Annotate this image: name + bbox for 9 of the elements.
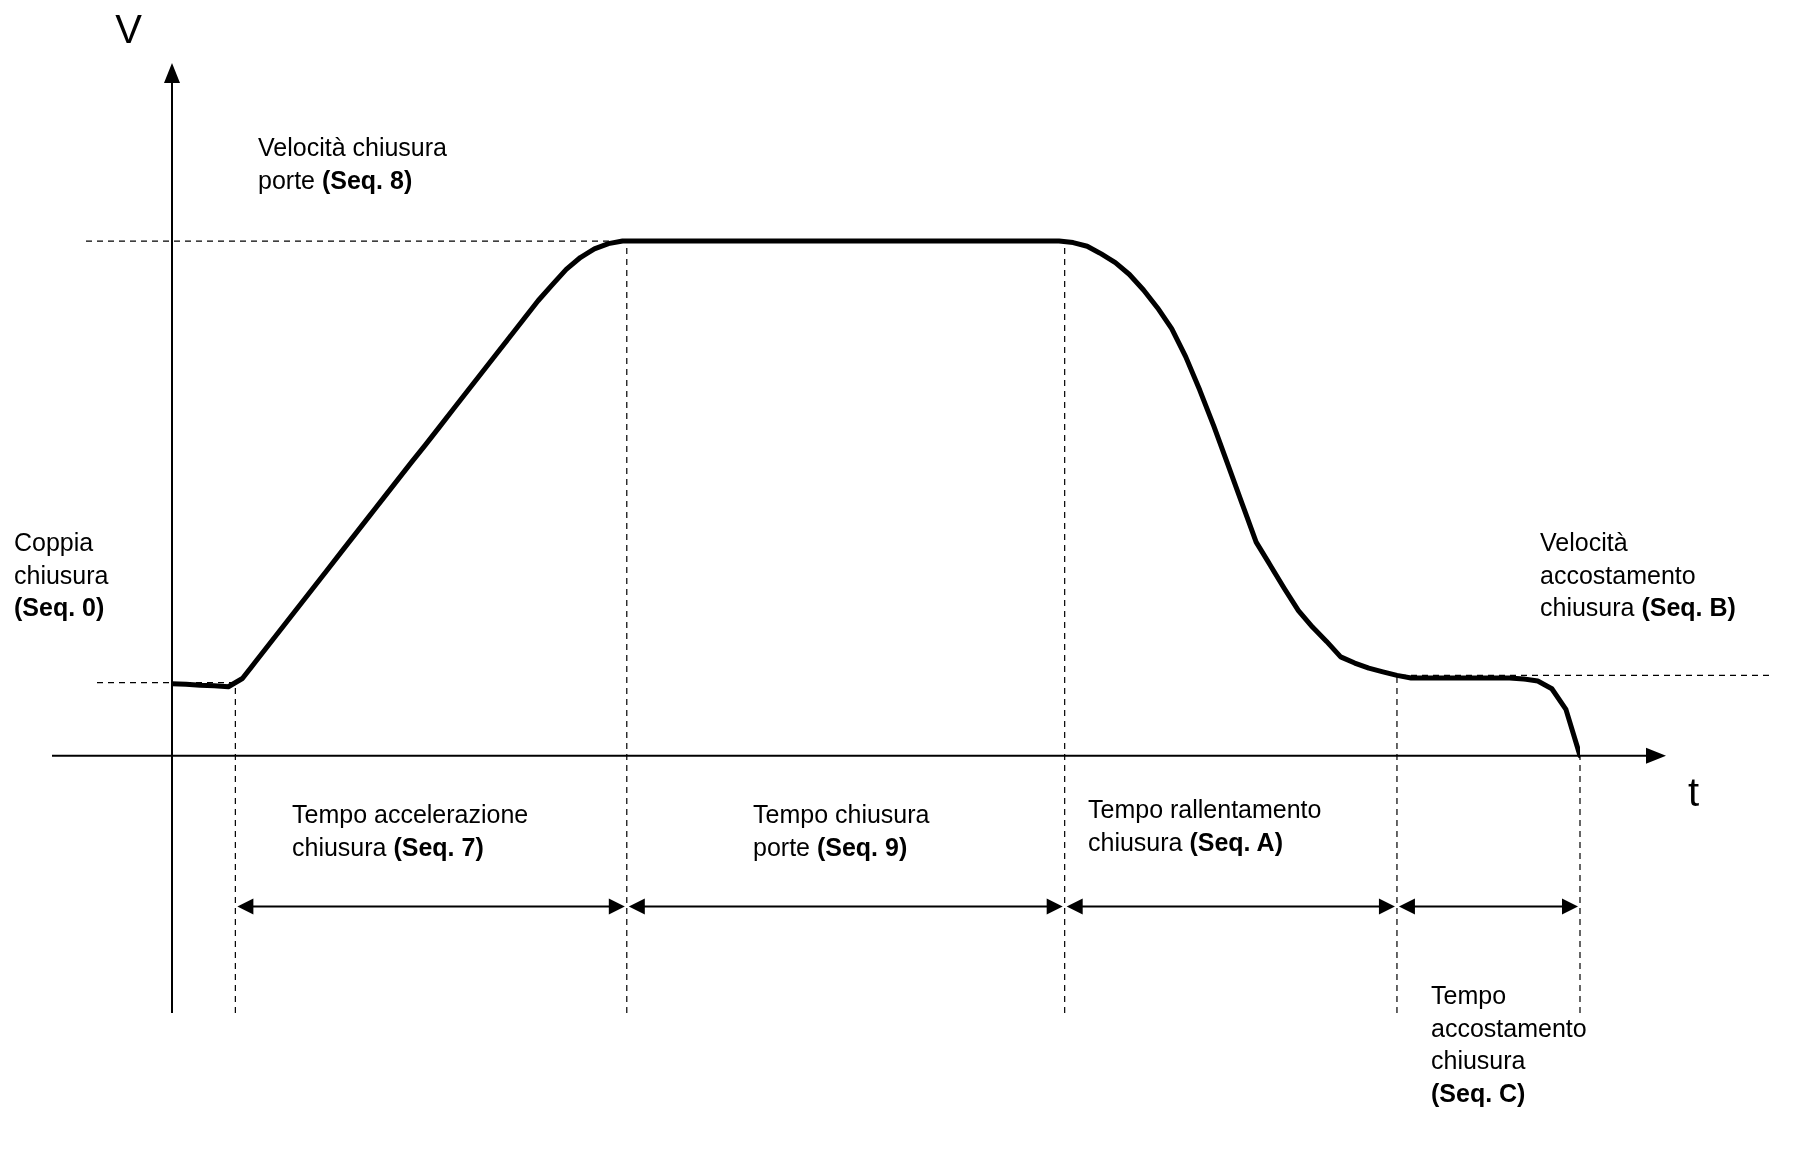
- text: Tempo accostamento chiusura (Seq. C): [1431, 981, 1587, 1107]
- text: Tempo chiusura porte (Seq. 9): [753, 800, 930, 861]
- text: Coppia chiusura (Seq. 0): [14, 528, 109, 622]
- text: Velocità chiusura porte (Seq. 8): [258, 133, 448, 194]
- text: Tempo rallentamento chiusura (Seq. A): [1088, 795, 1322, 856]
- text: Tempo accelerazione chiusura (Seq. 7): [292, 800, 529, 861]
- annotation: Velocità accostamento chiusura (Seq. B): [1540, 528, 1736, 622]
- y-axis-title: V: [115, 7, 143, 51]
- x-axis-title: t: [1688, 769, 1700, 814]
